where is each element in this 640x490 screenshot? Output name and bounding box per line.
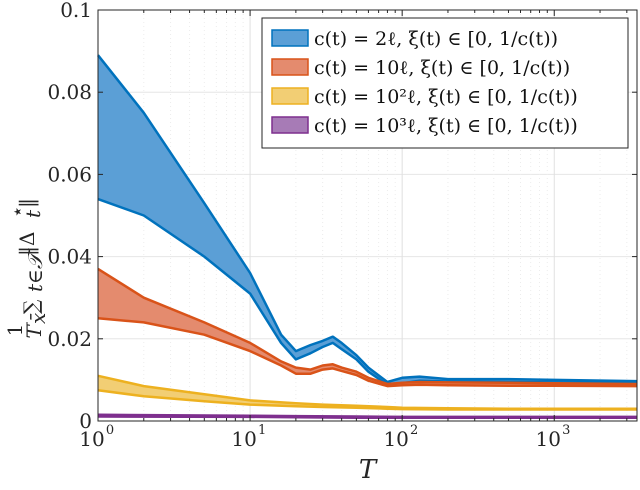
legend-box: [261, 17, 629, 149]
y-label-star: ⋆: [5, 205, 29, 218]
x-tick-label-exponent: 2: [410, 423, 418, 438]
y-tick-label: 0.1: [60, 0, 92, 22]
y-label-sub-t: t: [21, 209, 45, 218]
x-tick-label: 10: [79, 427, 104, 451]
band-lower-line-series-3: [97, 388, 637, 411]
x-tick-label: 10: [231, 427, 256, 451]
y-label-sum-sub: t∈𝒯: [23, 247, 47, 292]
x-axis-label: T: [359, 455, 378, 485]
y-label-sum: ∑: [19, 299, 43, 314]
y-tick-label: 0.08: [47, 80, 92, 104]
legend-swatch-series-1: [271, 29, 309, 47]
y-label-frac-den-sub: x̄: [26, 313, 50, 324]
band-fill-series-2: [98, 268, 637, 387]
band-upper-line-series-1: [97, 54, 638, 384]
band-fill-series-3: [98, 375, 637, 410]
x-tick-label-exponent: 1: [258, 423, 266, 438]
band-fill-series-1: [98, 55, 637, 385]
y-label-norm-close: ‖: [15, 198, 40, 208]
x-tick-label: 10: [383, 427, 408, 451]
x-tick-label: 10: [536, 427, 561, 451]
legend-swatch-series-2: [271, 58, 309, 76]
y-tick-label: 0: [79, 409, 92, 433]
y-axis-label: 1 T x̄ ∑ t∈𝒯 ‖Δ ⋆ t ‖: [3, 198, 50, 339]
plot-frame: [97, 9, 638, 422]
legend-swatch-series-3: [271, 87, 309, 105]
y-tick-label: 0.02: [47, 327, 92, 351]
axis-ticks: 00.020.040.060.080.110 0 10 1 10 2 10 3: [47, 0, 637, 451]
x-tick-label-exponent: 3: [562, 423, 570, 438]
legend-label-series-4: c(t) = 10³ℓ, ξ(t) ∈ [0, 1/c(t)): [314, 115, 578, 137]
y-label-frac-num: 1: [3, 324, 27, 337]
band-lower-line-series-4: [97, 415, 637, 419]
y-label-norm-open: ‖Δ: [15, 232, 40, 256]
band-lower-line-series-2: [97, 317, 638, 388]
band-upper-line-series-2: [97, 267, 638, 386]
x-tick-label-exponent: 0: [106, 423, 114, 438]
legend-label-series-2: c(t) = 10ℓ, ξ(t) ∈ [0, 1/c(t)): [314, 57, 570, 79]
y-tick-label: 0.06: [47, 162, 92, 186]
legend-swatch-series-4: [271, 116, 309, 134]
legend-label-series-3: c(t) = 10²ℓ, ξ(t) ∈ [0, 1/c(t)): [314, 86, 578, 108]
y-tick-label: 0.04: [47, 245, 92, 269]
y-label-frac-den: T: [22, 324, 46, 339]
legend-label-series-1: c(t) = 2ℓ, ξ(t) ∈ [0, 1/c(t)): [314, 28, 558, 50]
legend: c(t) = 2ℓ, ξ(t) ∈ [0, 1/c(t)) c(t) = 10ℓ,…: [261, 17, 629, 149]
